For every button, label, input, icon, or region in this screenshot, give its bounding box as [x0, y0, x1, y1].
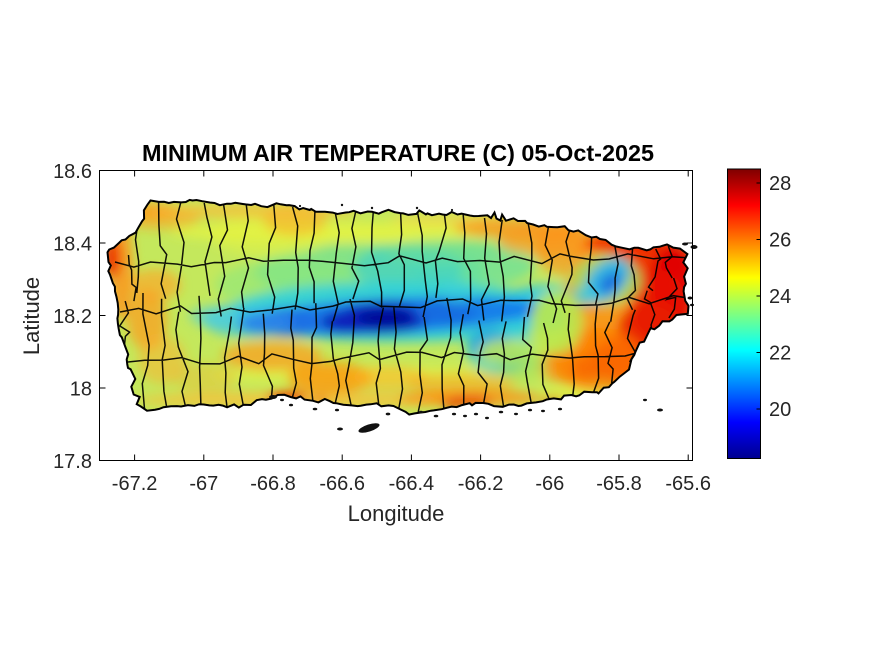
- svg-text:-67: -67: [189, 473, 218, 495]
- svg-text:-65.6: -65.6: [665, 473, 711, 495]
- svg-text:18.4: 18.4: [53, 234, 92, 256]
- svg-text:20: 20: [769, 399, 791, 421]
- svg-text:26: 26: [769, 230, 791, 252]
- svg-text:17.8: 17.8: [53, 451, 92, 473]
- svg-text:-66.2: -66.2: [458, 473, 504, 495]
- svg-text:22: 22: [769, 343, 791, 365]
- svg-text:24: 24: [769, 286, 791, 308]
- svg-text:-65.8: -65.8: [596, 473, 642, 495]
- svg-text:-67.2: -67.2: [112, 473, 158, 495]
- svg-text:MINIMUM AIR TEMPERATURE (C) 05: MINIMUM AIR TEMPERATURE (C) 05-Oct-2025: [142, 140, 654, 166]
- svg-text:18.2: 18.2: [53, 306, 92, 328]
- svg-text:18.6: 18.6: [53, 161, 92, 183]
- svg-text:-66.8: -66.8: [250, 473, 296, 495]
- svg-text:28: 28: [769, 173, 791, 195]
- svg-text:-66: -66: [535, 473, 564, 495]
- svg-text:-66.4: -66.4: [389, 473, 435, 495]
- svg-text:Latitude: Latitude: [19, 277, 44, 355]
- svg-text:-66.6: -66.6: [319, 473, 365, 495]
- svg-text:Longitude: Longitude: [348, 501, 445, 526]
- svg-text:18: 18: [70, 379, 92, 401]
